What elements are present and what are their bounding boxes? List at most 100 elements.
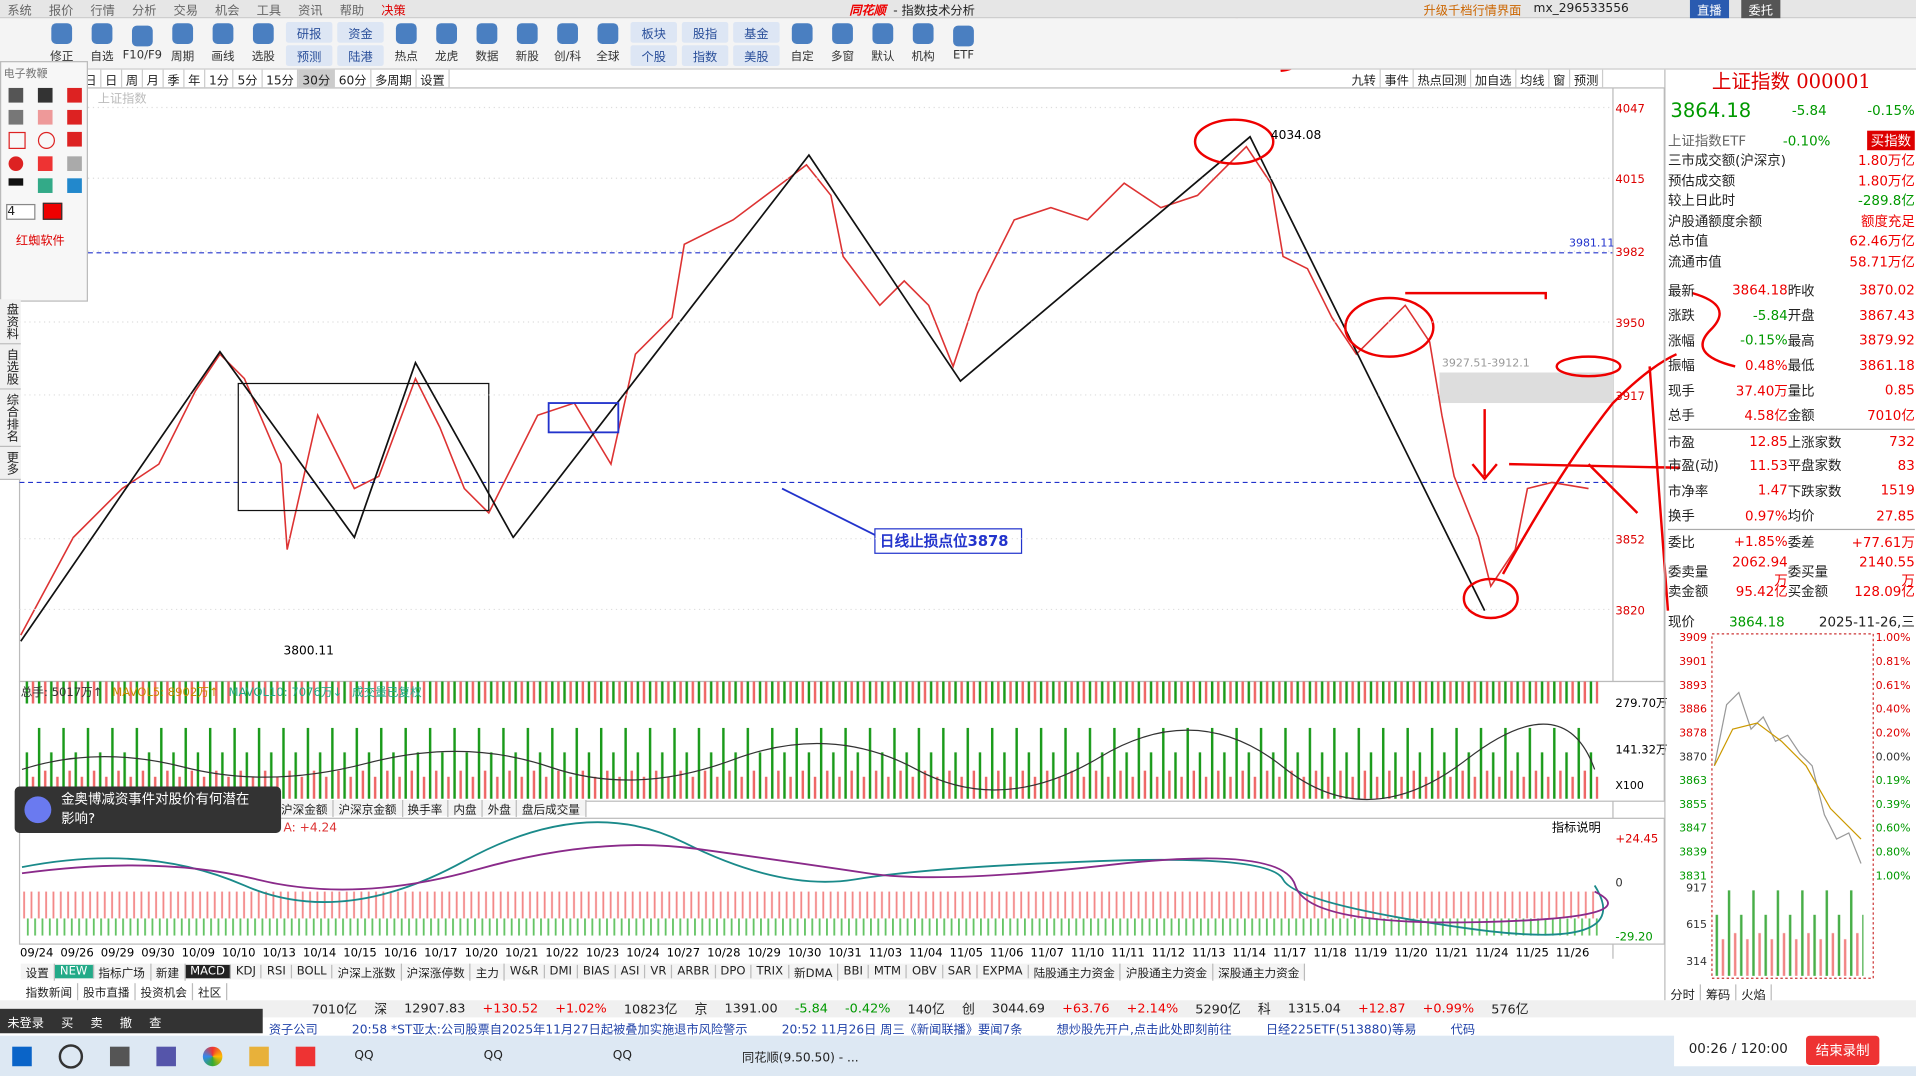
- period-tab[interactable]: 季: [164, 69, 185, 88]
- chart-tool[interactable]: 热点回测: [1414, 69, 1472, 88]
- upgrade-link[interactable]: 升级千档行情界面: [1423, 4, 1522, 18]
- indicator-tab[interactable]: 设置: [21, 963, 56, 981]
- period-tab[interactable]: 60分: [335, 69, 372, 88]
- volume-tab[interactable]: 盘后成交量: [517, 799, 587, 817]
- indicator-tab[interactable]: DMI: [545, 964, 579, 979]
- task-item[interactable]: QQ: [354, 1049, 374, 1063]
- indicator-tab[interactable]: 深股通主力资金: [1213, 963, 1306, 981]
- toolbar-button[interactable]: 热点: [386, 23, 426, 64]
- toolbar-pair[interactable]: 板块 个股: [630, 20, 677, 66]
- indicator-tab[interactable]: W&R: [505, 964, 545, 979]
- menu-item[interactable]: 工具: [256, 4, 282, 18]
- volume-tab[interactable]: 换手率: [403, 799, 449, 817]
- toolbar-button[interactable]: 创/科: [547, 23, 587, 64]
- side-tab[interactable]: 更多: [0, 447, 21, 480]
- period-tab[interactable]: 年: [185, 69, 206, 88]
- indicator-tab[interactable]: MACD: [185, 964, 232, 979]
- period-tab[interactable]: 月: [143, 69, 164, 88]
- volume-tab[interactable]: 外盘: [483, 799, 517, 817]
- news-tab[interactable]: 投资机会: [136, 982, 194, 1000]
- period-tab[interactable]: 5分: [234, 69, 263, 88]
- side-tab[interactable]: 自选股: [0, 344, 21, 390]
- volume-tab[interactable]: 内盘: [449, 799, 483, 817]
- task-item[interactable]: QQ: [483, 1049, 503, 1063]
- toolbar-label[interactable]: 研报: [285, 21, 333, 43]
- indicator-tab[interactable]: BBI: [839, 964, 870, 979]
- toolbar-label[interactable]: 陆港: [337, 44, 384, 66]
- volume-tab[interactable]: 沪深京金额: [334, 799, 403, 817]
- menu-item[interactable]: 交易: [173, 4, 198, 18]
- toolbar-pair[interactable]: 资金 陆港: [337, 20, 384, 66]
- toolbar-button[interactable]: 机构: [903, 23, 943, 64]
- indicator-tab[interactable]: 沪股通主力资金: [1121, 963, 1214, 981]
- menu-item[interactable]: 帮助: [339, 4, 365, 18]
- side-tab[interactable]: 盘资料: [0, 299, 21, 345]
- toolbar-button[interactable]: 多窗: [822, 23, 862, 64]
- toolbar-button[interactable]: F10/F9: [122, 25, 162, 62]
- panel-tab[interactable]: 分时: [1666, 984, 1701, 1003]
- menu-item[interactable]: 资讯: [298, 4, 323, 18]
- toolbar-label[interactable]: 指数: [681, 44, 729, 66]
- toolbar-button[interactable]: 龙虎: [426, 23, 466, 64]
- toolbar-pair[interactable]: 研报 预测: [285, 20, 333, 66]
- toolbar-button[interactable]: 自选: [82, 23, 122, 64]
- indicator-tab[interactable]: ARBR: [673, 964, 716, 979]
- etf-buy[interactable]: 买指数: [1867, 130, 1915, 151]
- trade-action[interactable]: 查: [149, 1016, 162, 1031]
- period-tab[interactable]: 多周期: [371, 69, 417, 88]
- ai-popup[interactable]: 金奥博减资事件对股价有何潜在影响?: [14, 786, 282, 833]
- ticker-item[interactable]: 资子公司: [268, 1022, 318, 1037]
- chart-tool[interactable]: 窗: [1549, 69, 1571, 88]
- indicator-tab[interactable]: ASI: [616, 964, 646, 979]
- pen-width[interactable]: 4: [6, 203, 36, 220]
- task-item[interactable]: 同花顺(9.50.50) - ...: [742, 1051, 859, 1066]
- toolbar-pair[interactable]: 基金 美股: [733, 20, 780, 66]
- toolbar-button[interactable]: 默认: [863, 23, 903, 64]
- indicator-tab[interactable]: 指标广场: [94, 963, 151, 981]
- indicator-tab[interactable]: OBV: [907, 964, 943, 979]
- trade-action[interactable]: 买: [61, 1016, 74, 1031]
- period-tab[interactable]: 1分: [205, 69, 234, 88]
- chart-tool[interactable]: 均线: [1516, 69, 1550, 88]
- toolbar-button[interactable]: 数据: [467, 23, 507, 64]
- indicator-tab[interactable]: NEW: [55, 964, 94, 979]
- ticker-item[interactable]: 日经225ETF(513880)等易: [1265, 1022, 1417, 1037]
- period-tab[interactable]: 设置: [417, 69, 450, 88]
- period-tab[interactable]: 15分: [262, 69, 299, 88]
- toolbar-pair[interactable]: 股指 指数: [681, 20, 729, 66]
- indicator-tab[interactable]: MTM: [869, 964, 908, 979]
- indicator-tab[interactable]: BOLL: [292, 964, 333, 979]
- chart-tool[interactable]: 事件: [1381, 69, 1414, 88]
- trade-action[interactable]: 卖: [90, 1016, 103, 1031]
- indicator-tab[interactable]: 新建: [151, 963, 186, 981]
- ticker-item[interactable]: 20:58 *ST亚太:公司股票自2025年11月27日起被叠加实施退市风险警示: [351, 1022, 748, 1037]
- toolbar-label[interactable]: 资金: [337, 21, 384, 43]
- stop-recording[interactable]: 结束录制: [1806, 1035, 1880, 1066]
- indicator-tab[interactable]: TRIX: [752, 964, 790, 979]
- period-tab[interactable]: 日: [101, 69, 123, 88]
- chart-tool[interactable]: 预测: [1570, 69, 1604, 88]
- toolbar-button[interactable]: 画线: [203, 23, 243, 64]
- menu-item[interactable]: 机会: [215, 4, 240, 18]
- indicator-tab[interactable]: EXPMA: [977, 964, 1029, 979]
- trade-action[interactable]: 撤: [119, 1016, 132, 1031]
- menu-item[interactable]: 系统: [7, 4, 32, 18]
- toolbar-button[interactable]: 自定: [782, 23, 822, 64]
- panel-tab[interactable]: 火焰: [1736, 984, 1772, 1003]
- side-tab[interactable]: 综合排名: [0, 389, 21, 448]
- toolbar-label[interactable]: 个股: [630, 44, 677, 66]
- indicator-tab[interactable]: RSI: [262, 964, 292, 979]
- indicator-tab[interactable]: DPO: [716, 964, 752, 979]
- ticker-item[interactable]: 20:52 11月26日 周三《新闻联播》要闻7条: [781, 1022, 1023, 1037]
- toolbar-button[interactable]: 新股: [507, 23, 547, 64]
- indicator-tab[interactable]: 沪深上涨数: [333, 963, 402, 981]
- menu-item[interactable]: 行情: [90, 4, 115, 18]
- ticker-item[interactable]: 想炒股先开户,点击此处即刻前往: [1056, 1022, 1232, 1037]
- indicator-tab[interactable]: VR: [645, 964, 673, 979]
- indicator-tab[interactable]: KDJ: [231, 964, 262, 979]
- indicator-tab[interactable]: 新DMA: [789, 963, 839, 981]
- toolbar-button[interactable]: 周期: [163, 23, 203, 64]
- toolbar-button[interactable]: 修正: [42, 23, 82, 64]
- toolbar-label[interactable]: 板块: [630, 21, 677, 43]
- toolbar-button[interactable]: ETF: [943, 25, 983, 62]
